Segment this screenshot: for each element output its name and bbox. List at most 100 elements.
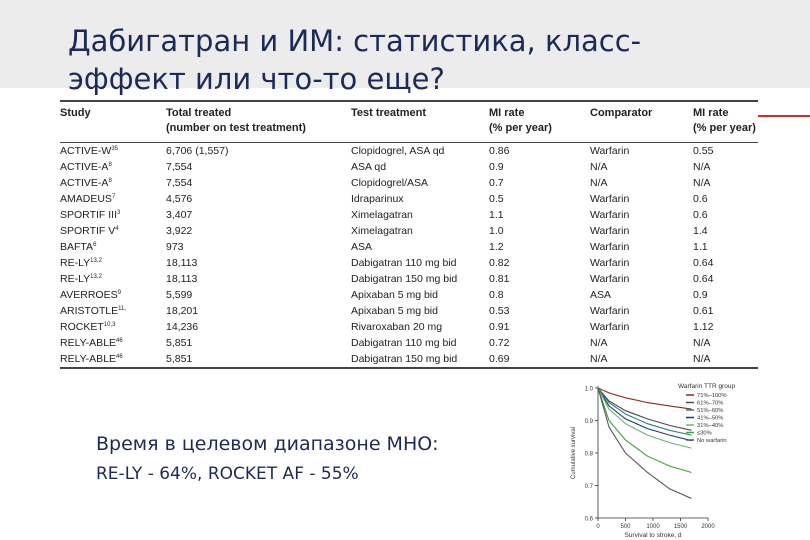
comparator-mi-rate-cell: N/A: [693, 337, 711, 349]
comparator-mi-rate-cell: 1.12: [693, 321, 714, 333]
study-cell: RELY-ABLE46: [60, 353, 123, 365]
study-cell: ACTIVE-W35: [60, 145, 119, 157]
mi-rate-cell: 0.8: [489, 289, 504, 301]
x-tick-label: 1500: [674, 524, 688, 530]
mi-rate-cell: 0.69: [489, 353, 510, 365]
mi-rate-cell: 0.5: [489, 193, 504, 205]
x-tick-label: 1000: [646, 524, 660, 530]
reference-mark: 13,2: [90, 258, 102, 264]
total-cell: 7,554: [166, 177, 193, 189]
comparator-cell: N/A: [590, 353, 608, 365]
legend-label: No warfarin: [697, 438, 727, 444]
reference-mark: 35: [111, 146, 119, 152]
header-study: Study: [60, 107, 91, 119]
comparator-cell: Warfarin: [590, 241, 630, 253]
comparator-cell: Warfarin: [590, 193, 630, 205]
comparator-mi-rate-cell: N/A: [693, 353, 711, 365]
table-row: RELY-ABLE46 5,851 Dabigatran 110 mg bid 0.7…: [60, 335, 758, 351]
table-row: SPORTIF III3 3,407 Ximelagatran 1.1 Warfarin…: [60, 207, 758, 223]
comparator-cell: Warfarin: [590, 145, 630, 157]
comparator-mi-rate-cell: 0.6: [693, 193, 708, 205]
comparator-mi-rate-cell: 0.64: [693, 273, 714, 285]
table-row: RE-LY13,2 18,113 Dabigatran 150 mg bid 0.81…: [60, 271, 758, 287]
test-treatment-cell: Clopidogrel/ASA: [351, 177, 429, 189]
comparator-cell: Warfarin: [590, 225, 630, 237]
study-cell: SPORTIF V4: [60, 225, 119, 237]
reference-mark: 46: [116, 354, 123, 360]
header-total-treated: Total treated (number on test treatment): [166, 107, 306, 134]
total-cell: 973: [166, 241, 184, 253]
series-line: [597, 387, 692, 431]
study-cell: ROCKET10,3: [60, 321, 116, 333]
test-treatment-cell: Dabigatran 150 mg bid: [351, 273, 458, 285]
mi-rate-cell: 0.82: [489, 257, 510, 269]
y-tick-label: 1.0: [585, 387, 594, 393]
reference-mark: 10,3: [103, 322, 116, 328]
test-treatment-cell: Idraparinux: [351, 193, 404, 205]
table-row: AVERROES9 5,599 Apixaban 5 mg bid 0.8 ASA 0.9: [60, 287, 758, 303]
reference-mark: 46: [116, 338, 123, 344]
mi-rate-table: Study Total treated (number on test treat…: [60, 100, 758, 368]
table-row: RE-LY13,2 18,113 Dabigatran 110 mg bid 0.82…: [60, 255, 758, 271]
test-treatment-cell: Apixaban 5 mg bid: [351, 289, 438, 301]
study-cell: AVERROES9: [60, 289, 121, 301]
x-tick-label: 2000: [701, 524, 715, 530]
header-comparator: Comparator: [590, 107, 653, 119]
comparator-cell: N/A: [590, 177, 608, 189]
reference-mark: 8: [108, 178, 112, 184]
reference-mark: 11,: [118, 306, 127, 312]
study-cell: ARISTOTLE11,: [60, 305, 127, 317]
comparator-cell: ASA: [590, 289, 612, 301]
mi-rate-cell: 0.72: [489, 337, 510, 349]
x-tick-label: 0: [596, 524, 600, 530]
table-row: ROCKET10,3 14,236 Rivaroxaban 20 mg 0.91 War…: [60, 319, 758, 335]
mi-rate-cell: 0.7: [489, 177, 504, 189]
inr-note-line-2: RE-LY - 64%, ROCKET AF - 55%: [96, 464, 359, 484]
test-treatment-cell: Dabigatran 110 mg bid: [351, 337, 457, 349]
comparator-mi-rate-cell: 1.1: [693, 241, 708, 253]
mi-rate-cell: 0.9: [489, 161, 504, 173]
legend-label: ≤30%: [697, 431, 712, 437]
mi-rate-cell: 0.81: [489, 273, 510, 285]
comparator-cell: Warfarin: [590, 273, 630, 285]
survival-chart: 0.6 0.7 0.8 0.9 1.0 0 500 1000 1500 2000 Survival …: [571, 383, 735, 539]
study-table: Study Total treated (number on test treat…: [60, 100, 758, 369]
header-comparator-mi-rate: MI rate (% per year): [693, 107, 756, 134]
table-row: BAFTA6 973 ASA 1.2 Warfarin 1.1: [60, 239, 758, 255]
test-treatment-cell: Dabigatran 150 mg bid: [351, 353, 458, 365]
legend-title: Warfarin TTR group: [678, 383, 735, 390]
study-cell: ACTIVE-A8: [60, 161, 112, 173]
table-row: SPORTIF V4 3,922 Ximelagatran 1.0 Warfarin 1.…: [60, 223, 758, 239]
y-axis-label: Cumulative survival: [571, 427, 577, 479]
test-treatment-cell: Dabigatran 110 mg bid: [351, 257, 457, 269]
mi-rate-cell: 1.0: [489, 225, 504, 237]
x-axis-label: Survival to stroke, d: [624, 532, 681, 539]
comparator-mi-rate-cell: 0.55: [693, 145, 714, 157]
comparator-mi-rate-cell: 0.6: [693, 209, 708, 221]
mi-rate-cell: 0.86: [489, 145, 510, 157]
total-cell: 14,236: [166, 321, 199, 333]
comparator-cell: Warfarin: [590, 257, 630, 269]
study-cell: RELY-ABLE46: [60, 337, 123, 349]
series-line: [597, 387, 692, 500]
total-cell: 4,576: [166, 193, 193, 205]
table-header-row: Study Total treated (number on test treat…: [60, 101, 758, 143]
comparator-cell: Warfarin: [590, 321, 630, 333]
accent-line: [752, 115, 810, 117]
legend-label: 51%–60%: [697, 408, 723, 414]
table-row: ACTIVE-W35 6,706 (1,557) Clopidogrel, ASA …: [60, 143, 758, 160]
reference-mark: 6: [93, 242, 97, 248]
series-line: [597, 387, 692, 436]
reference-mark: 3: [116, 210, 121, 216]
reference-mark: 9: [117, 290, 121, 296]
study-cell: ACTIVE-A8: [60, 177, 112, 189]
study-cell: AMADEUS7: [60, 193, 116, 205]
comparator-cell: Warfarin: [590, 305, 630, 317]
x-tick-label: 500: [620, 524, 631, 530]
test-treatment-cell: Clopidogrel, ASA qd: [351, 145, 445, 157]
test-treatment-cell: Ximelagatran: [351, 209, 413, 221]
total-cell: 5,851: [166, 337, 193, 349]
y-tick-label: 0.6: [585, 517, 594, 523]
total-cell: 7,554: [166, 161, 193, 173]
total-cell: 5,599: [166, 289, 193, 301]
